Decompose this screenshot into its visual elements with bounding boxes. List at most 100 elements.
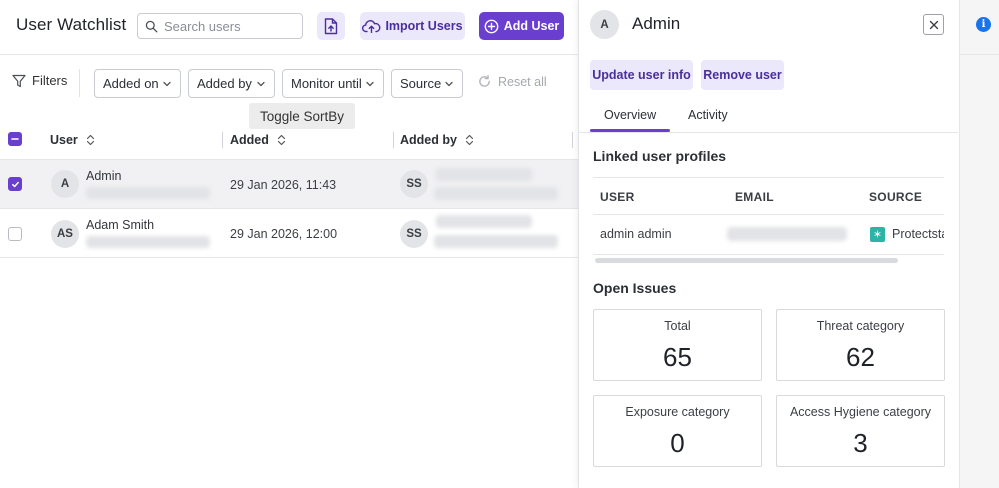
search-icon [145, 20, 158, 32]
select-all-checkbox[interactable] [8, 132, 22, 146]
filter-added-by-label: Added by [197, 76, 252, 91]
added-date: 29 Jan 2026, 12:00 [230, 227, 338, 241]
minus-icon [11, 138, 19, 140]
profile-user: admin admin [600, 227, 672, 241]
filters-divider [79, 69, 80, 97]
user-name: Adam Smith [86, 218, 155, 232]
chevron-down-icon [445, 81, 453, 86]
cloud-upload-icon [362, 20, 381, 33]
filter-source[interactable]: Source [391, 69, 463, 98]
column-divider [393, 132, 394, 148]
search-input[interactable] [164, 18, 294, 34]
check-icon [11, 181, 19, 187]
add-user-label: Add User [503, 19, 560, 33]
card-label: Total [664, 319, 691, 333]
info-icon[interactable]: i [976, 17, 991, 32]
linked-profiles-title: Linked user profiles [593, 148, 727, 164]
add-user-button[interactable]: Add User [479, 12, 564, 40]
column-source: SOURCE [869, 190, 923, 204]
table-row[interactable]: A Admin 29 Jan 2026, 11:43 SS [0, 160, 580, 209]
filter-monitor-until-label: Monitor until [291, 76, 362, 91]
export-button[interactable] [317, 12, 345, 40]
column-header-added-by[interactable]: Added by [400, 133, 474, 147]
redacted-email [86, 236, 210, 248]
card-value: 62 [846, 342, 875, 372]
column-divider [222, 132, 223, 148]
panel-title: Admin [632, 14, 681, 33]
filters-label: Filters [32, 73, 68, 88]
protectstar-logo-icon: ✶ [870, 227, 885, 242]
import-users-button[interactable]: Import Users [360, 12, 465, 40]
horizontal-scrollbar[interactable] [595, 258, 898, 263]
card-value: 0 [670, 428, 685, 458]
card-label: Threat category [816, 319, 905, 333]
issues-card-exposure[interactable]: Exposure category 0 [593, 395, 762, 467]
chevron-down-icon [366, 81, 374, 86]
card-label: Access Hygiene category [789, 405, 932, 419]
column-header-user[interactable]: User [50, 133, 95, 147]
redacted-email [86, 187, 210, 199]
column-user: USER [600, 190, 635, 204]
added-date: 29 Jan 2026, 11:43 [230, 178, 337, 192]
column-email: EMAIL [735, 190, 774, 204]
column-header-added[interactable]: Added [230, 133, 286, 147]
search-box[interactable] [137, 13, 303, 39]
avatar: A [590, 10, 619, 39]
close-button[interactable] [923, 14, 944, 35]
page-title: User Watchlist [16, 15, 127, 34]
tab-activity[interactable]: Activity [688, 108, 728, 122]
close-icon [929, 20, 938, 29]
issues-card-total[interactable]: Total 65 [593, 309, 762, 381]
table-row[interactable]: AS Adam Smith 29 Jan 2026, 12:00 SS [0, 209, 580, 258]
card-value: 65 [663, 342, 692, 372]
active-tab-indicator [590, 129, 670, 132]
sort-icon [465, 134, 474, 146]
file-export-icon [324, 17, 338, 34]
chevron-down-icon [163, 81, 171, 86]
row-checkbox[interactable] [8, 227, 22, 241]
redacted-email [434, 235, 558, 248]
card-value: 3 [853, 428, 868, 458]
redacted-name [436, 168, 532, 181]
update-user-info-button[interactable]: Update user info [590, 60, 693, 90]
linked-profiles-header: USER EMAIL SOURCE [593, 177, 944, 215]
sort-icon [86, 134, 94, 146]
sort-tooltip: Toggle SortBy [249, 103, 355, 129]
filter-added-on[interactable]: Added on [94, 69, 181, 98]
redacted-email [727, 227, 847, 241]
sort-icon [277, 134, 285, 146]
filter-source-label: Source [400, 76, 442, 91]
avatar: SS [400, 170, 428, 198]
avatar: AS [51, 220, 79, 248]
panel-tabs: Overview Activity [578, 102, 958, 133]
linked-profile-row[interactable]: admin admin ✶ Protectsta [593, 215, 944, 255]
filter-added-on-label: Added on [103, 76, 159, 91]
open-issues-title: Open Issues [593, 280, 677, 296]
row-checkbox[interactable] [8, 177, 22, 191]
import-users-label: Import Users [385, 19, 463, 33]
right-rail [959, 0, 999, 488]
filter-added-by[interactable]: Added by [188, 69, 275, 98]
column-divider [572, 132, 573, 148]
user-name: Admin [86, 169, 122, 183]
table-header: User Added Added by [0, 126, 580, 160]
redacted-email [434, 187, 558, 200]
profile-source: Protectsta [892, 227, 944, 241]
issues-card-access-hygiene[interactable]: Access Hygiene category 3 [776, 395, 945, 467]
tab-overview[interactable]: Overview [604, 108, 657, 122]
filters-button[interactable]: Filters [12, 73, 67, 88]
filter-monitor-until[interactable]: Monitor until [282, 69, 384, 98]
avatar: SS [400, 220, 428, 248]
remove-user-button[interactable]: Remove user [701, 60, 784, 90]
reset-all-button[interactable]: Reset all [477, 74, 547, 89]
header-divider [0, 54, 580, 55]
issues-card-threat[interactable]: Threat category 62 [776, 309, 945, 381]
avatar: A [51, 170, 79, 198]
redacted-name [436, 215, 532, 228]
plus-circle-icon [484, 19, 499, 33]
column-added-label: Added [230, 133, 269, 147]
reset-all-label: Reset all [498, 74, 547, 89]
card-label: Exposure category [625, 405, 730, 419]
funnel-icon [12, 74, 26, 87]
column-user-label: User [50, 133, 78, 147]
